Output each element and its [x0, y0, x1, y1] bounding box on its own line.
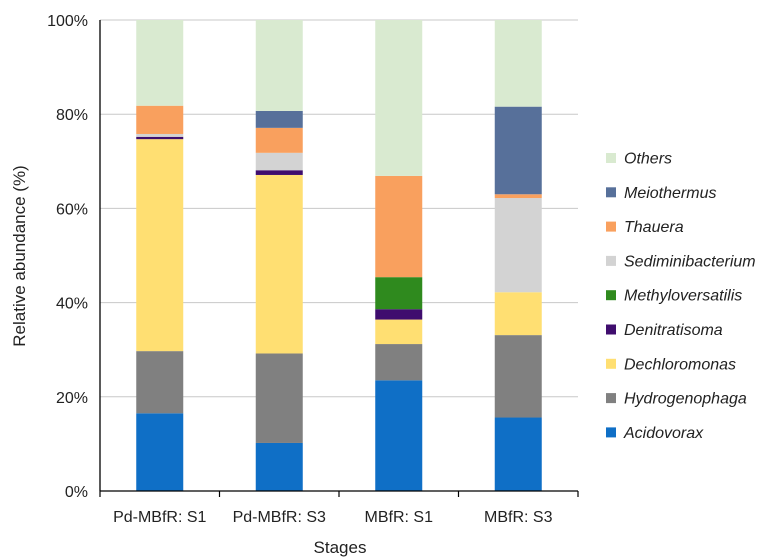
bar-segment [494, 194, 542, 199]
x-tick-label: Pd-MBfR: S1 [113, 509, 206, 526]
x-axis-title: Stages [314, 538, 367, 557]
bar-segment [136, 413, 184, 491]
bar-segment [255, 152, 303, 171]
bar-stack [375, 20, 423, 491]
bar-segment [375, 319, 423, 345]
legend-swatch [606, 324, 616, 335]
legend-swatch [606, 393, 616, 404]
bar-segment [136, 105, 184, 134]
x-tick-label: MBfR: S3 [484, 509, 553, 526]
x-tick-label: MBfR: S1 [365, 509, 434, 526]
bar-segment [255, 170, 303, 175]
bar-segment [375, 175, 423, 278]
legend-item: Dechloromonas [606, 356, 736, 373]
axes [99, 20, 579, 497]
bar-segment [375, 309, 423, 320]
legend-swatch [606, 427, 616, 438]
bar-stacks [136, 20, 542, 491]
bar-stack [136, 20, 184, 491]
legend-label: Acidovorax [623, 425, 704, 442]
legend-swatch [606, 255, 616, 266]
legend-label: Thauera [624, 219, 684, 236]
bar-segment [136, 133, 184, 137]
legend-swatch [606, 290, 616, 301]
bar-segment [255, 20, 303, 111]
y-tick-label: 80% [56, 107, 88, 124]
bar-segment [255, 174, 303, 354]
legend-label: Dechloromonas [624, 356, 736, 373]
bar-segment [494, 198, 542, 293]
bar-segment [136, 139, 184, 352]
bar-segment [255, 442, 303, 491]
bar-stack [255, 20, 303, 491]
y-tick-labels: 0% 20% 40% 60% 80% 100% [47, 13, 88, 501]
y-tick-label: 100% [47, 13, 88, 30]
legend-label: Others [624, 151, 672, 168]
legend-item: Acidovorax [606, 425, 704, 442]
legend-swatch [606, 153, 616, 163]
legend-item: Hydrogenophaga [606, 391, 747, 408]
bar-segment [375, 20, 423, 176]
legend-swatch [606, 358, 616, 369]
legend-item: Thauera [606, 219, 684, 236]
legend-item: Sediminibacterium [606, 253, 756, 270]
bar-segment [136, 20, 184, 106]
bar-segment [136, 351, 184, 414]
y-tick-label: 20% [56, 390, 88, 407]
bar-segment [494, 335, 542, 418]
x-tick-label: Pd-MBfR: S3 [233, 509, 326, 526]
bar-segment [255, 353, 303, 443]
y-tick-label: 40% [56, 296, 88, 313]
bar-segment [494, 20, 542, 107]
legend-label: Denitratisoma [624, 322, 723, 339]
bar-segment [255, 127, 303, 153]
bar-segment [494, 292, 542, 336]
y-tick-label: 60% [56, 201, 88, 218]
bar-stack [494, 20, 542, 491]
bar-segment [494, 106, 542, 195]
bar-segment [375, 344, 423, 381]
bar-segment [494, 417, 542, 491]
bar-segment [136, 136, 184, 140]
legend-item: Methyloversatilis [606, 288, 742, 305]
legend-swatch [606, 221, 616, 232]
bar-segment [255, 110, 303, 128]
legend-label: Methyloversatilis [624, 288, 742, 305]
bar-segment [375, 380, 423, 491]
bar-segment [375, 277, 423, 310]
y-axis-title: Relative abundance (%) [10, 165, 29, 346]
legend-swatch [606, 187, 616, 198]
legend-item: Denitratisoma [606, 322, 723, 339]
legend-item: Others [606, 151, 672, 168]
legend-item: Meiothermus [606, 185, 716, 202]
legend-label: Hydrogenophaga [624, 391, 747, 408]
legend-label: Meiothermus [624, 185, 716, 202]
y-tick-label: 0% [65, 484, 88, 501]
x-tick-labels: Pd-MBfR: S1 Pd-MBfR: S3 MBfR: S1 MBfR: S3 [113, 509, 553, 526]
legend-label: Sediminibacterium [624, 253, 756, 270]
legend: Others Meiothermus Thauera Sediminibacteriu… [606, 151, 756, 442]
